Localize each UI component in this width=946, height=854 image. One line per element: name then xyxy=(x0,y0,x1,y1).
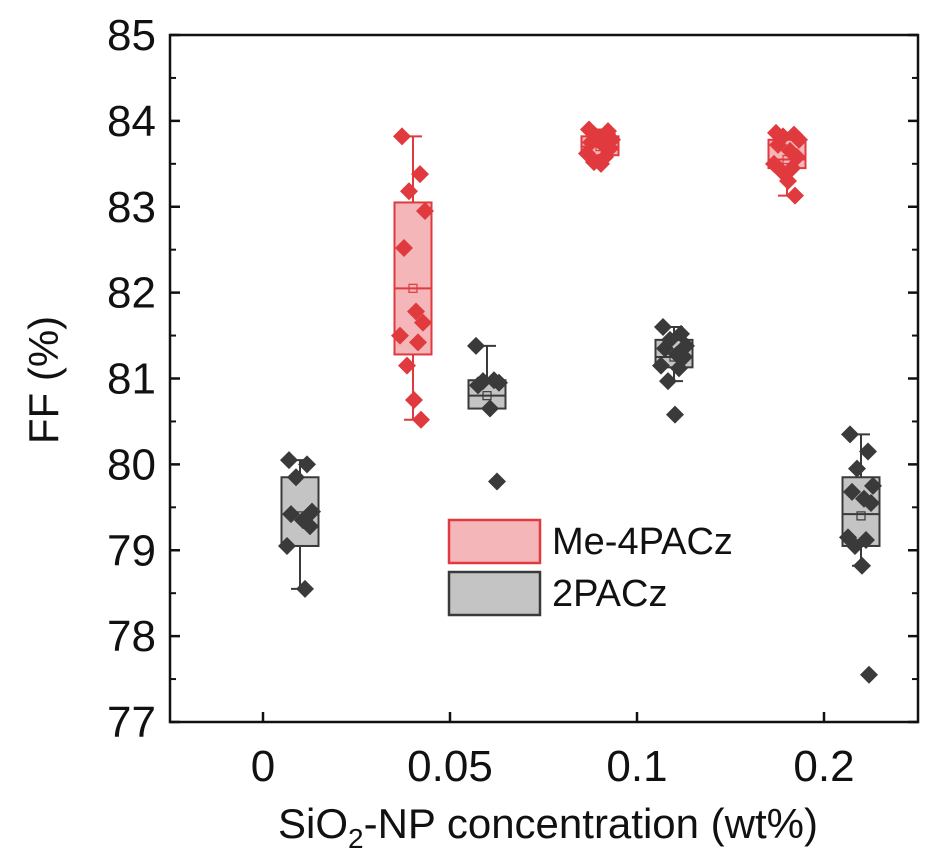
y-tick-label: 84 xyxy=(107,97,156,146)
data-point xyxy=(467,336,485,355)
legend-swatch-me-4pacz xyxy=(447,518,542,565)
data-point xyxy=(278,536,296,555)
data-point xyxy=(659,372,677,391)
y-tick-label: 83 xyxy=(107,183,156,232)
data-point xyxy=(481,399,499,418)
data-point xyxy=(864,476,882,495)
data-point xyxy=(280,451,298,470)
data-point xyxy=(859,442,877,461)
y-tick-label: 82 xyxy=(107,269,156,318)
x-tick-label: 0 xyxy=(251,742,275,791)
data-point xyxy=(400,182,418,201)
x-axis-title: SiO2-NP concentration (wt%) xyxy=(278,800,818,849)
y-tick-label: 80 xyxy=(107,440,156,489)
axes-layer: 77 78 79 80 81 82 83 84 85 0 0.05 0.1 0.2 xyxy=(107,11,918,791)
legend-label-2pacz: 2PACz xyxy=(552,573,667,615)
data-point xyxy=(769,135,787,154)
data-point xyxy=(391,326,409,345)
data-point xyxy=(393,127,411,146)
y-tick-label: 85 xyxy=(107,11,156,60)
data-point xyxy=(652,356,670,375)
mean-marker xyxy=(408,283,418,293)
data-point xyxy=(786,186,804,205)
data-point xyxy=(490,373,508,392)
mean-marker xyxy=(856,511,866,521)
data-point xyxy=(416,202,434,221)
data-point xyxy=(846,536,864,555)
data-point xyxy=(862,494,880,513)
legend-swatch-2pacz xyxy=(447,570,542,617)
x-axis-title-subscript: 2 xyxy=(348,823,364,849)
data-point xyxy=(843,482,861,501)
data-point xyxy=(790,130,808,149)
data-point xyxy=(282,505,300,524)
data-point xyxy=(841,425,859,444)
x-tick-label: 0.2 xyxy=(793,742,854,791)
data-point xyxy=(670,359,688,378)
data-point xyxy=(296,579,314,598)
x-axis-title-rest: -NP concentration (wt%) xyxy=(364,800,818,847)
data-point xyxy=(301,517,319,536)
data-point xyxy=(414,313,432,332)
data-point xyxy=(398,356,416,375)
data-point xyxy=(395,238,413,257)
data-point xyxy=(848,459,866,478)
data-point xyxy=(779,171,797,190)
mean-marker xyxy=(482,391,492,401)
data-point xyxy=(654,317,672,336)
y-tick-label: 81 xyxy=(107,355,156,404)
data-point xyxy=(405,390,423,409)
data-point xyxy=(287,468,305,487)
data-point xyxy=(409,333,427,352)
data-point xyxy=(853,556,871,575)
data-point xyxy=(411,165,429,184)
x-axis-title-main: SiO xyxy=(278,800,348,847)
y-tick-label: 79 xyxy=(107,526,156,575)
y-axis-title: FF (%) xyxy=(20,316,67,444)
x-tick-label: 0.1 xyxy=(606,742,667,791)
data-point xyxy=(469,376,487,395)
legend: Me-4PACz 2PACz xyxy=(447,518,733,617)
x-tick-label: 0.05 xyxy=(407,742,493,791)
y-tick-label: 78 xyxy=(107,612,156,661)
data-point xyxy=(666,405,684,424)
data-point xyxy=(592,154,610,173)
legend-label-me-4pacz: Me-4PACz xyxy=(552,521,733,563)
data-point xyxy=(599,122,617,141)
data-point xyxy=(412,410,430,429)
data-point xyxy=(656,339,674,358)
points-layer xyxy=(278,120,882,684)
data-point xyxy=(488,472,506,491)
data-point xyxy=(298,455,316,474)
y-tick-label: 77 xyxy=(107,698,156,747)
data-point xyxy=(860,665,878,684)
data-point xyxy=(407,302,425,321)
